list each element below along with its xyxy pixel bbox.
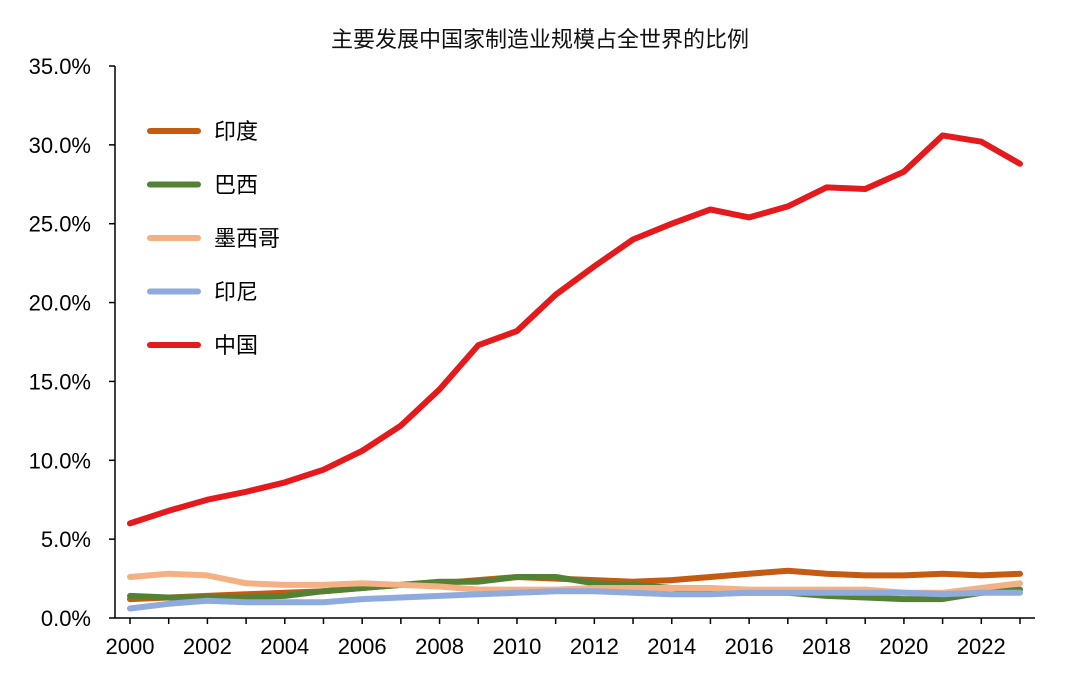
legend-label: 巴西 — [214, 174, 258, 199]
axes: 0.0% 5.0% 10.0% 15.0% 20.0% 25.0% 30.0% 35.0% 20… — [29, 54, 1035, 659]
chart-title: 主要发展中国家制造业规模占全世界的比例 — [331, 28, 749, 53]
x-tick-label: 2008 — [415, 634, 464, 659]
x-tick-label: 2004 — [260, 634, 309, 659]
x-tick-label: 2022 — [957, 634, 1006, 659]
series-line-1 — [127, 574, 1023, 603]
y-tick-label: 15.0% — [29, 369, 91, 394]
series-line-3 — [127, 588, 1023, 612]
x-tick-label: 2006 — [338, 634, 387, 659]
x-tick-label: 2010 — [492, 634, 541, 659]
y-tick-label: 30.0% — [29, 133, 91, 158]
y-tick-label: 25.0% — [29, 212, 91, 237]
series-layer — [127, 132, 1023, 612]
x-tick-label: 2014 — [647, 634, 696, 659]
series-line-4 — [127, 132, 1023, 527]
x-tick-label: 2016 — [725, 634, 774, 659]
y-tick-label: 5.0% — [41, 527, 91, 552]
x-tick-label: 2002 — [183, 634, 232, 659]
y-tick-label: 35.0% — [29, 54, 91, 79]
y-tick-label: 20.0% — [29, 291, 91, 316]
x-tick-label: 2018 — [802, 634, 851, 659]
y-tick-label: 0.0% — [41, 606, 91, 631]
x-tick-label: 2000 — [106, 634, 155, 659]
legend-label: 中国 — [214, 334, 258, 359]
legend-label: 墨西哥 — [214, 227, 280, 252]
x-tick-label: 2020 — [879, 634, 928, 659]
legend-label: 印度 — [214, 120, 258, 145]
x-tick-label: 2012 — [570, 634, 619, 659]
legend-label: 印尼 — [214, 281, 258, 306]
y-tick-label: 10.0% — [29, 448, 91, 473]
